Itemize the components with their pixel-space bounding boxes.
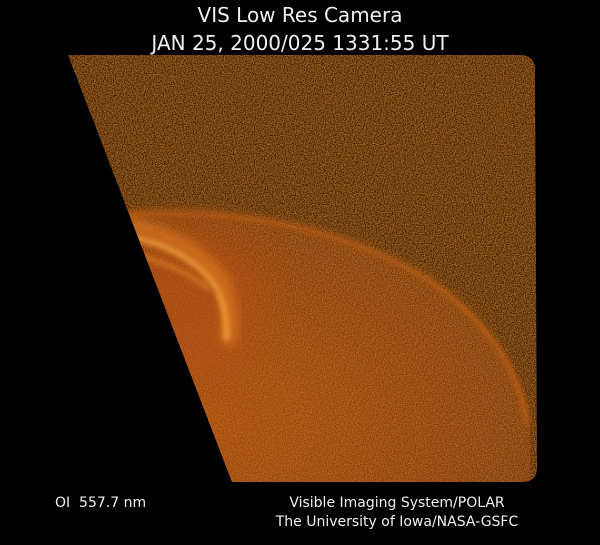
earth-limb [109, 210, 530, 426]
image-frame [68, 55, 537, 482]
credit-line: Visible Imaging System/POLAR [289, 495, 505, 511]
aurora-arc-core [119, 233, 229, 341]
timestamp: JAN 25, 2000/025 1331:55 UT [149, 31, 449, 55]
title: VIS Low Res Camera [198, 3, 403, 27]
wavelength: OI 557.7 nm [55, 495, 146, 511]
credit-line: The University of Iowa/NASA-GSFC [275, 514, 519, 530]
aurora-arc [114, 217, 236, 346]
